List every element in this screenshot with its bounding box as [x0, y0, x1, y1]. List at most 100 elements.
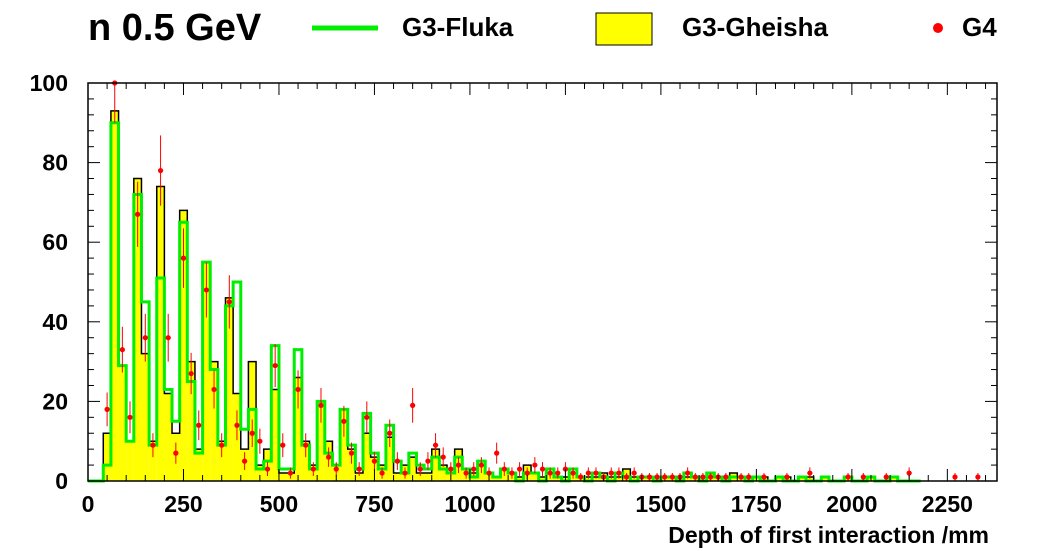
g4-point	[104, 406, 110, 412]
g4-point	[455, 462, 462, 468]
g4-point	[623, 474, 630, 480]
legend: n 0.5 GeV G3-Fluka G3-Gheisha G4	[88, 7, 997, 49]
g4-point	[631, 470, 637, 476]
g4-point	[547, 470, 553, 476]
x-tick-label: 250	[164, 491, 202, 517]
g4-point	[501, 466, 507, 472]
y-tick-label: 20	[42, 388, 68, 414]
gheisha-bar	[340, 409, 348, 481]
g4-point	[264, 466, 271, 472]
g4-point	[784, 474, 790, 480]
g4-point	[188, 370, 194, 377]
x-tick-label: 1500	[635, 491, 686, 517]
g4-point	[738, 474, 744, 480]
gheisha-bar	[821, 477, 829, 481]
gheisha-bar	[133, 178, 142, 481]
g4-point	[196, 422, 202, 428]
g4-point	[516, 466, 523, 472]
gheisha-bar	[156, 186, 165, 482]
g4-point	[952, 474, 958, 480]
gheisha-bar	[553, 477, 562, 481]
gheisha-bar	[806, 477, 814, 481]
g4-point	[975, 474, 981, 480]
gheisha-bar	[492, 477, 501, 481]
g4-point	[524, 470, 530, 476]
legend-fluka-label: G3-Fluka	[402, 12, 514, 42]
g4-point	[173, 450, 179, 456]
x-tick-label: 1750	[731, 491, 782, 517]
g4-point	[478, 462, 484, 468]
gheisha-bar	[225, 297, 234, 481]
gheisha-bar	[217, 441, 226, 481]
gheisha-bar	[798, 477, 807, 481]
x-tick-label: 1000	[444, 491, 495, 517]
gheisha-bar	[424, 473, 432, 481]
g4-point	[341, 418, 347, 424]
g4-point	[379, 470, 385, 476]
g4-point	[150, 442, 156, 448]
gheisha-bar	[890, 477, 898, 481]
y-tick-label: 60	[42, 229, 68, 255]
g4-point	[432, 442, 439, 448]
g4-point	[295, 386, 301, 393]
g4-point	[333, 466, 339, 472]
g4-point	[570, 470, 576, 476]
gheisha-bar	[317, 401, 325, 481]
g4-point	[180, 255, 187, 261]
gheisha-bar	[278, 473, 287, 481]
g4-point	[608, 470, 614, 476]
g4-point	[669, 474, 675, 480]
g4-point	[883, 474, 889, 480]
g4-point	[119, 347, 125, 353]
g4-point	[486, 470, 492, 476]
g4-point	[326, 454, 332, 460]
x-axis-label: Depth of first interaction /mm	[668, 522, 989, 548]
gheisha-bar	[126, 441, 134, 481]
x-tick-label: 750	[355, 491, 393, 517]
gheisha-bar	[385, 437, 394, 481]
x-tick-label: 500	[260, 491, 298, 517]
gheisha-bar	[393, 473, 402, 481]
gheisha-bar	[294, 377, 302, 481]
x-tick-label: 2250	[922, 491, 973, 517]
g4-point	[616, 470, 622, 476]
gheisha-bar	[110, 110, 119, 482]
gheisha-bar	[683, 477, 692, 481]
g4-point	[417, 466, 423, 472]
g4-point	[241, 458, 248, 464]
g4-point	[723, 474, 729, 480]
plot-frame	[87, 82, 998, 482]
gheisha-bar	[615, 477, 623, 481]
g4-point	[532, 462, 538, 468]
g4-point	[509, 470, 515, 476]
g4-point	[707, 474, 714, 480]
chart-title: n 0.5 GeV	[88, 7, 262, 49]
gheisha-bar	[179, 210, 188, 482]
gheisha-bar	[103, 433, 111, 481]
gheisha-bar	[515, 477, 524, 481]
g4-point	[348, 450, 355, 456]
gheisha-bar	[408, 457, 417, 481]
g4-point	[371, 458, 378, 464]
g4-point	[387, 430, 393, 436]
legend-gheisha-swatch	[595, 12, 653, 46]
gheisha-bar	[256, 465, 264, 481]
g4-point	[494, 450, 500, 456]
gheisha-bar	[431, 449, 440, 481]
g4-point	[310, 466, 316, 472]
legend-g4-marker	[933, 23, 943, 33]
x-tick-label: 1250	[540, 491, 591, 517]
gheisha-bar	[531, 473, 539, 481]
plot-area: 0 250 500 750 1000 1250 1500 1750 2000 2250 0 20 40 6…	[30, 70, 998, 517]
g4-point	[257, 438, 263, 444]
g4-point	[135, 211, 141, 217]
g4-point	[539, 466, 546, 472]
gheisha-bar	[355, 473, 363, 481]
x-tick-label: 0	[82, 491, 95, 517]
g4-point	[746, 474, 752, 480]
x-tick-label: 2000	[826, 491, 877, 517]
gheisha-bar	[775, 477, 784, 481]
g4-point	[700, 474, 706, 480]
gheisha-bar	[210, 361, 218, 481]
g4-point	[318, 402, 324, 408]
